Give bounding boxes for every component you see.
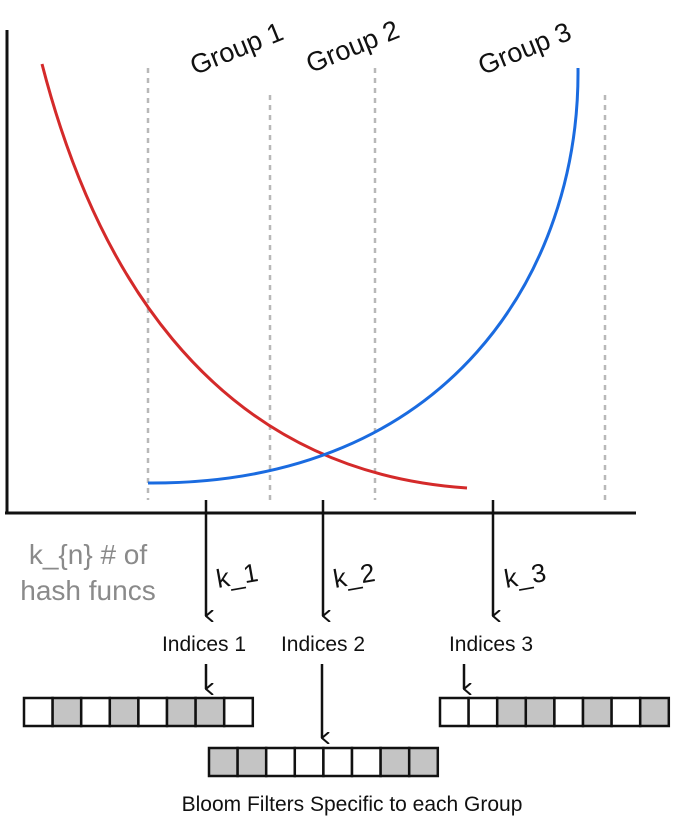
group-dividers [146,68,607,500]
bloom-filter-cell [51,696,83,728]
hash-note-line-2: hash funcs [20,575,155,606]
bloom-filter-cell [293,746,325,778]
bloom-filter-cell [379,746,411,778]
bloom-filter-cell [407,746,440,778]
bloom-filter-cell [553,696,585,728]
hash-label-3: k_3 [502,557,548,594]
group-label-1: Group 1 [186,16,288,80]
bloom-filter-cell [495,696,528,728]
bloom-filter-cell [108,696,140,728]
bloom-filter-cell [350,746,382,778]
bloom-filter-cell [165,696,197,728]
indices-label-2: Indices 2 [281,633,365,656]
bloom-filter-cell [322,746,354,778]
indices-label-3: Indices 3 [449,633,533,656]
bloom-filter-cell [222,696,255,728]
increasing-curve [147,67,580,485]
bloom-filter-cell [524,696,556,728]
decreasing-curve [40,63,468,490]
bloom-filter-cell [22,696,54,728]
hash-label-1: k_1 [214,557,260,594]
diagram-caption: Bloom Filters Specific to each Group [182,793,523,816]
hash-label-2: k_2 [331,557,377,594]
indices-label-1: Indices 1 [162,633,246,656]
bloom-filter-cell [207,746,239,778]
group-label-2: Group 2 [302,14,404,78]
axes [5,30,636,515]
bloom-filter-group-2 [207,746,440,778]
bloom-filter-group-1 [22,696,255,728]
bloom-filter-cell [137,696,169,728]
bloom-filter-cell [581,696,613,728]
bloom-filter-cell [610,696,642,728]
bloom-filter-cell [467,696,499,728]
bloom-filter-cell [79,696,112,728]
bloom-filter-cell [264,746,297,778]
bloom-filter-cell [438,696,470,728]
bloom-filter-cell [194,696,226,728]
bloom-filter-cell [638,696,671,728]
group-label-3: Group 3 [474,16,576,80]
bloom-filter-group-3 [438,696,671,728]
bloom-filter-cell [236,746,268,778]
hash-note-line-1: k_{n} # of [29,539,148,570]
